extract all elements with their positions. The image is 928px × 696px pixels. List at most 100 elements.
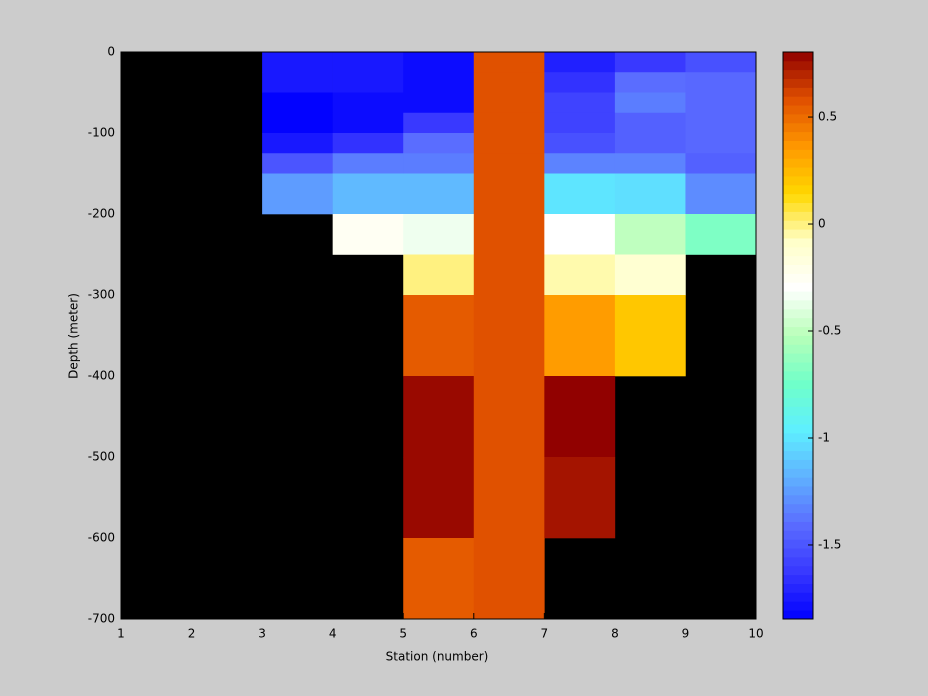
colorbar-band (783, 370, 813, 381)
colorbar-band (783, 167, 813, 177)
colorbar-band (783, 548, 813, 558)
x-tick-label: 4 (329, 627, 337, 641)
heatmap-cell (403, 153, 475, 174)
heatmap-cell (262, 92, 333, 114)
heatmap-cell (473, 457, 545, 539)
heatmap-cell (403, 173, 475, 215)
heatmap-cell (473, 254, 545, 296)
colorbar-band (783, 176, 813, 186)
heatmap-cell (685, 112, 757, 134)
x-tick-label: 5 (399, 627, 407, 641)
colorbar-band (783, 477, 813, 487)
colorbar-band (783, 565, 813, 576)
heatmap-cell (614, 92, 686, 114)
heatmap-cell (332, 173, 404, 215)
colorbar-band (783, 273, 813, 283)
colorbar-band (783, 78, 813, 88)
heatmap-cell (544, 112, 616, 134)
heatmap-cell (332, 52, 404, 73)
heatmap-cell (262, 72, 333, 93)
colorbar-band (783, 96, 813, 106)
colorbar-band (783, 105, 813, 115)
colorbar-band (783, 441, 813, 452)
heatmap-cell (544, 295, 616, 377)
colorbar-band (783, 574, 813, 584)
x-tick-label: 9 (682, 627, 690, 641)
colorbar-band (783, 610, 813, 620)
heatmap-cell (473, 52, 545, 73)
colorbar-band (783, 291, 813, 301)
colorbar-band (783, 202, 813, 212)
colorbar-band (783, 450, 813, 460)
x-tick-label: 10 (748, 627, 763, 641)
heatmap-cell (403, 52, 475, 73)
heatmap-cell (614, 72, 686, 93)
heatmap-cell (403, 112, 475, 134)
heatmap-cell (685, 133, 757, 154)
colorbar-band (783, 344, 813, 354)
colorbar-band (783, 300, 813, 310)
heatmap-cell (403, 376, 475, 458)
colorbar-tick-label: 0 (818, 217, 826, 231)
heatmap-cell (473, 133, 545, 154)
colorbar-band (783, 87, 813, 97)
heatmap-cell (614, 153, 686, 174)
heatmap-cell (544, 173, 616, 215)
y-tick-label: -200 (88, 207, 115, 221)
colorbar-band (783, 388, 813, 398)
heatmap-cell (403, 133, 475, 154)
colorbar-band (783, 601, 813, 611)
heatmap-cell (262, 112, 333, 134)
colorbar-band (783, 317, 813, 328)
colorbar-band (783, 220, 813, 230)
heatmap-cell (685, 153, 757, 174)
heatmap-cell (544, 153, 616, 174)
x-axis-label: Station (number) (386, 650, 489, 664)
x-tick-label: 3 (258, 627, 266, 641)
heatmap-cell (332, 112, 404, 134)
heatmap-cell (685, 52, 757, 73)
y-tick-label: -400 (88, 369, 115, 383)
heatmap-cell (403, 254, 475, 296)
heatmap-cell (544, 72, 616, 93)
heatmap-cell (332, 153, 404, 174)
heatmap-cell (473, 112, 545, 134)
colorbar-band (783, 122, 813, 133)
colorbar-band (783, 131, 813, 141)
heatmap-cell (473, 214, 545, 255)
x-tick-label: 7 (541, 627, 549, 641)
heatmap-cell (403, 538, 475, 620)
colorbar-band (783, 211, 813, 221)
colorbar-band (783, 335, 813, 345)
colorbar-band (783, 530, 813, 540)
heatmap-cell (544, 457, 616, 539)
heatmap-cell (332, 133, 404, 154)
colorbar-band (783, 503, 813, 514)
colorbar-band (783, 140, 813, 150)
colorbar-band (783, 52, 813, 62)
heatmap-cell (473, 173, 545, 215)
heatmap-cell (473, 92, 545, 114)
colorbar-band (783, 459, 813, 469)
heatmap-cell (685, 92, 757, 114)
y-tick-label: -500 (88, 450, 115, 464)
heatmap-cell (544, 133, 616, 154)
colorbar-band (783, 424, 813, 434)
colorbar-band (783, 353, 813, 363)
colorbar-band (783, 308, 813, 319)
x-tick-label: 1 (117, 627, 125, 641)
y-tick-label: -100 (88, 126, 115, 140)
colorbar-band (783, 69, 813, 79)
colorbar-band (783, 521, 813, 531)
heatmap-cell (614, 295, 686, 377)
heatmap-cell (685, 214, 757, 255)
colorbar-band (783, 468, 813, 478)
colorbar-tick-label: 0.5 (818, 110, 837, 124)
colorbar-band (783, 592, 813, 602)
colorbar-frame (782, 51, 814, 620)
colorbar-band (783, 583, 813, 593)
heatmap-cell (544, 254, 616, 296)
colorbar-band (783, 184, 813, 195)
colorbar-band (783, 60, 813, 71)
